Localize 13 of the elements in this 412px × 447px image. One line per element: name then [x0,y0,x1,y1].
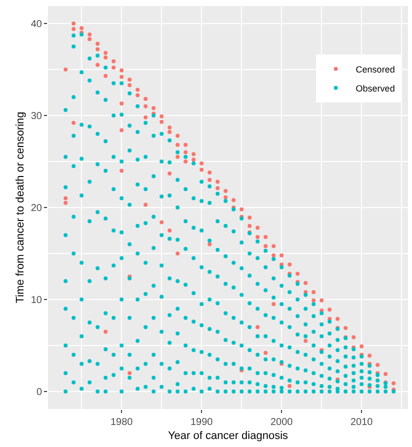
x-tick-label: 2000 [270,417,294,428]
y-tick-label: 30 [30,110,42,122]
legend-label: Observed [356,83,395,94]
y-tick-label: 20 [30,203,42,214]
y-tick-label: 0 [36,387,42,398]
y-tick-label: 10 [30,295,42,306]
legend-label: Censored [356,64,395,74]
x-tick-label: 1980 [110,417,134,428]
x-tick-label: 1990 [190,417,214,428]
x-tick-label: 2010 [350,417,374,428]
x-axis-title: Year of cancer diagnosis [168,430,289,442]
y-axis-title: Time from cancer to death or censoring [14,112,27,304]
y-tick-label: 40 [30,18,42,30]
